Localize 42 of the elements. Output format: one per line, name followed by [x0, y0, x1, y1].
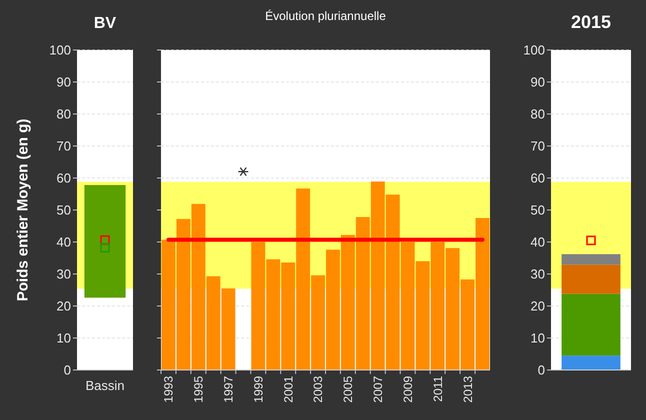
y-tick-label: 20	[56, 298, 71, 314]
x-tick-label: 1999	[251, 376, 266, 403]
y-tick-label: 50	[56, 202, 71, 218]
y-tick-label: 100	[49, 42, 71, 58]
y-tick-label: 80	[530, 106, 545, 122]
x-tick-label: 2005	[341, 376, 356, 403]
chart-title: 2015	[570, 12, 612, 32]
chart-title: BV	[94, 15, 116, 32]
y-tick-label: 90	[530, 74, 545, 90]
x-tick-label: 2009	[400, 376, 415, 403]
y-tick-label: 30	[530, 266, 545, 282]
y-tick-label: 20	[530, 298, 545, 314]
y-tick-label: 40	[530, 234, 545, 250]
y-tick-label: 70	[530, 138, 545, 154]
y-tick-label: 10	[56, 330, 71, 346]
x-tick-label: 1997	[221, 376, 236, 403]
x-tick-label: 1995	[192, 376, 206, 403]
x-tick-label: 2001	[281, 376, 296, 403]
bar	[562, 294, 620, 356]
y-tick-label: 50	[530, 202, 545, 218]
chart-title: Évolution pluriannuelle	[265, 9, 386, 23]
x-tick-label: 1993	[162, 376, 176, 403]
y-tick-label: 0	[538, 362, 545, 378]
y-tick-label: 90	[56, 74, 71, 90]
y-tick-label: 10	[530, 330, 545, 346]
y-tick-label: 0	[64, 362, 71, 378]
bar	[562, 264, 620, 294]
y-tick-label: 40	[56, 234, 71, 250]
y-tick-label: 80	[56, 106, 71, 122]
x-tick-label: Bassin	[85, 378, 125, 393]
x-tick-label: 2003	[311, 376, 326, 403]
bar	[562, 356, 620, 370]
y-tick-label: 70	[56, 138, 71, 154]
y-tick-label: 60	[530, 170, 545, 186]
y-tick-label: 60	[56, 170, 71, 186]
x-tick-label: 2007	[371, 376, 386, 403]
x-tick-label: 2013	[460, 376, 475, 403]
y-axis-title: Poids entier Moyen (en g)	[14, 118, 32, 302]
y-tick-label: 100	[523, 42, 545, 58]
bar	[562, 254, 620, 265]
y-tick-label: 30	[56, 266, 71, 282]
x-tick-label: 2011	[430, 376, 445, 402]
